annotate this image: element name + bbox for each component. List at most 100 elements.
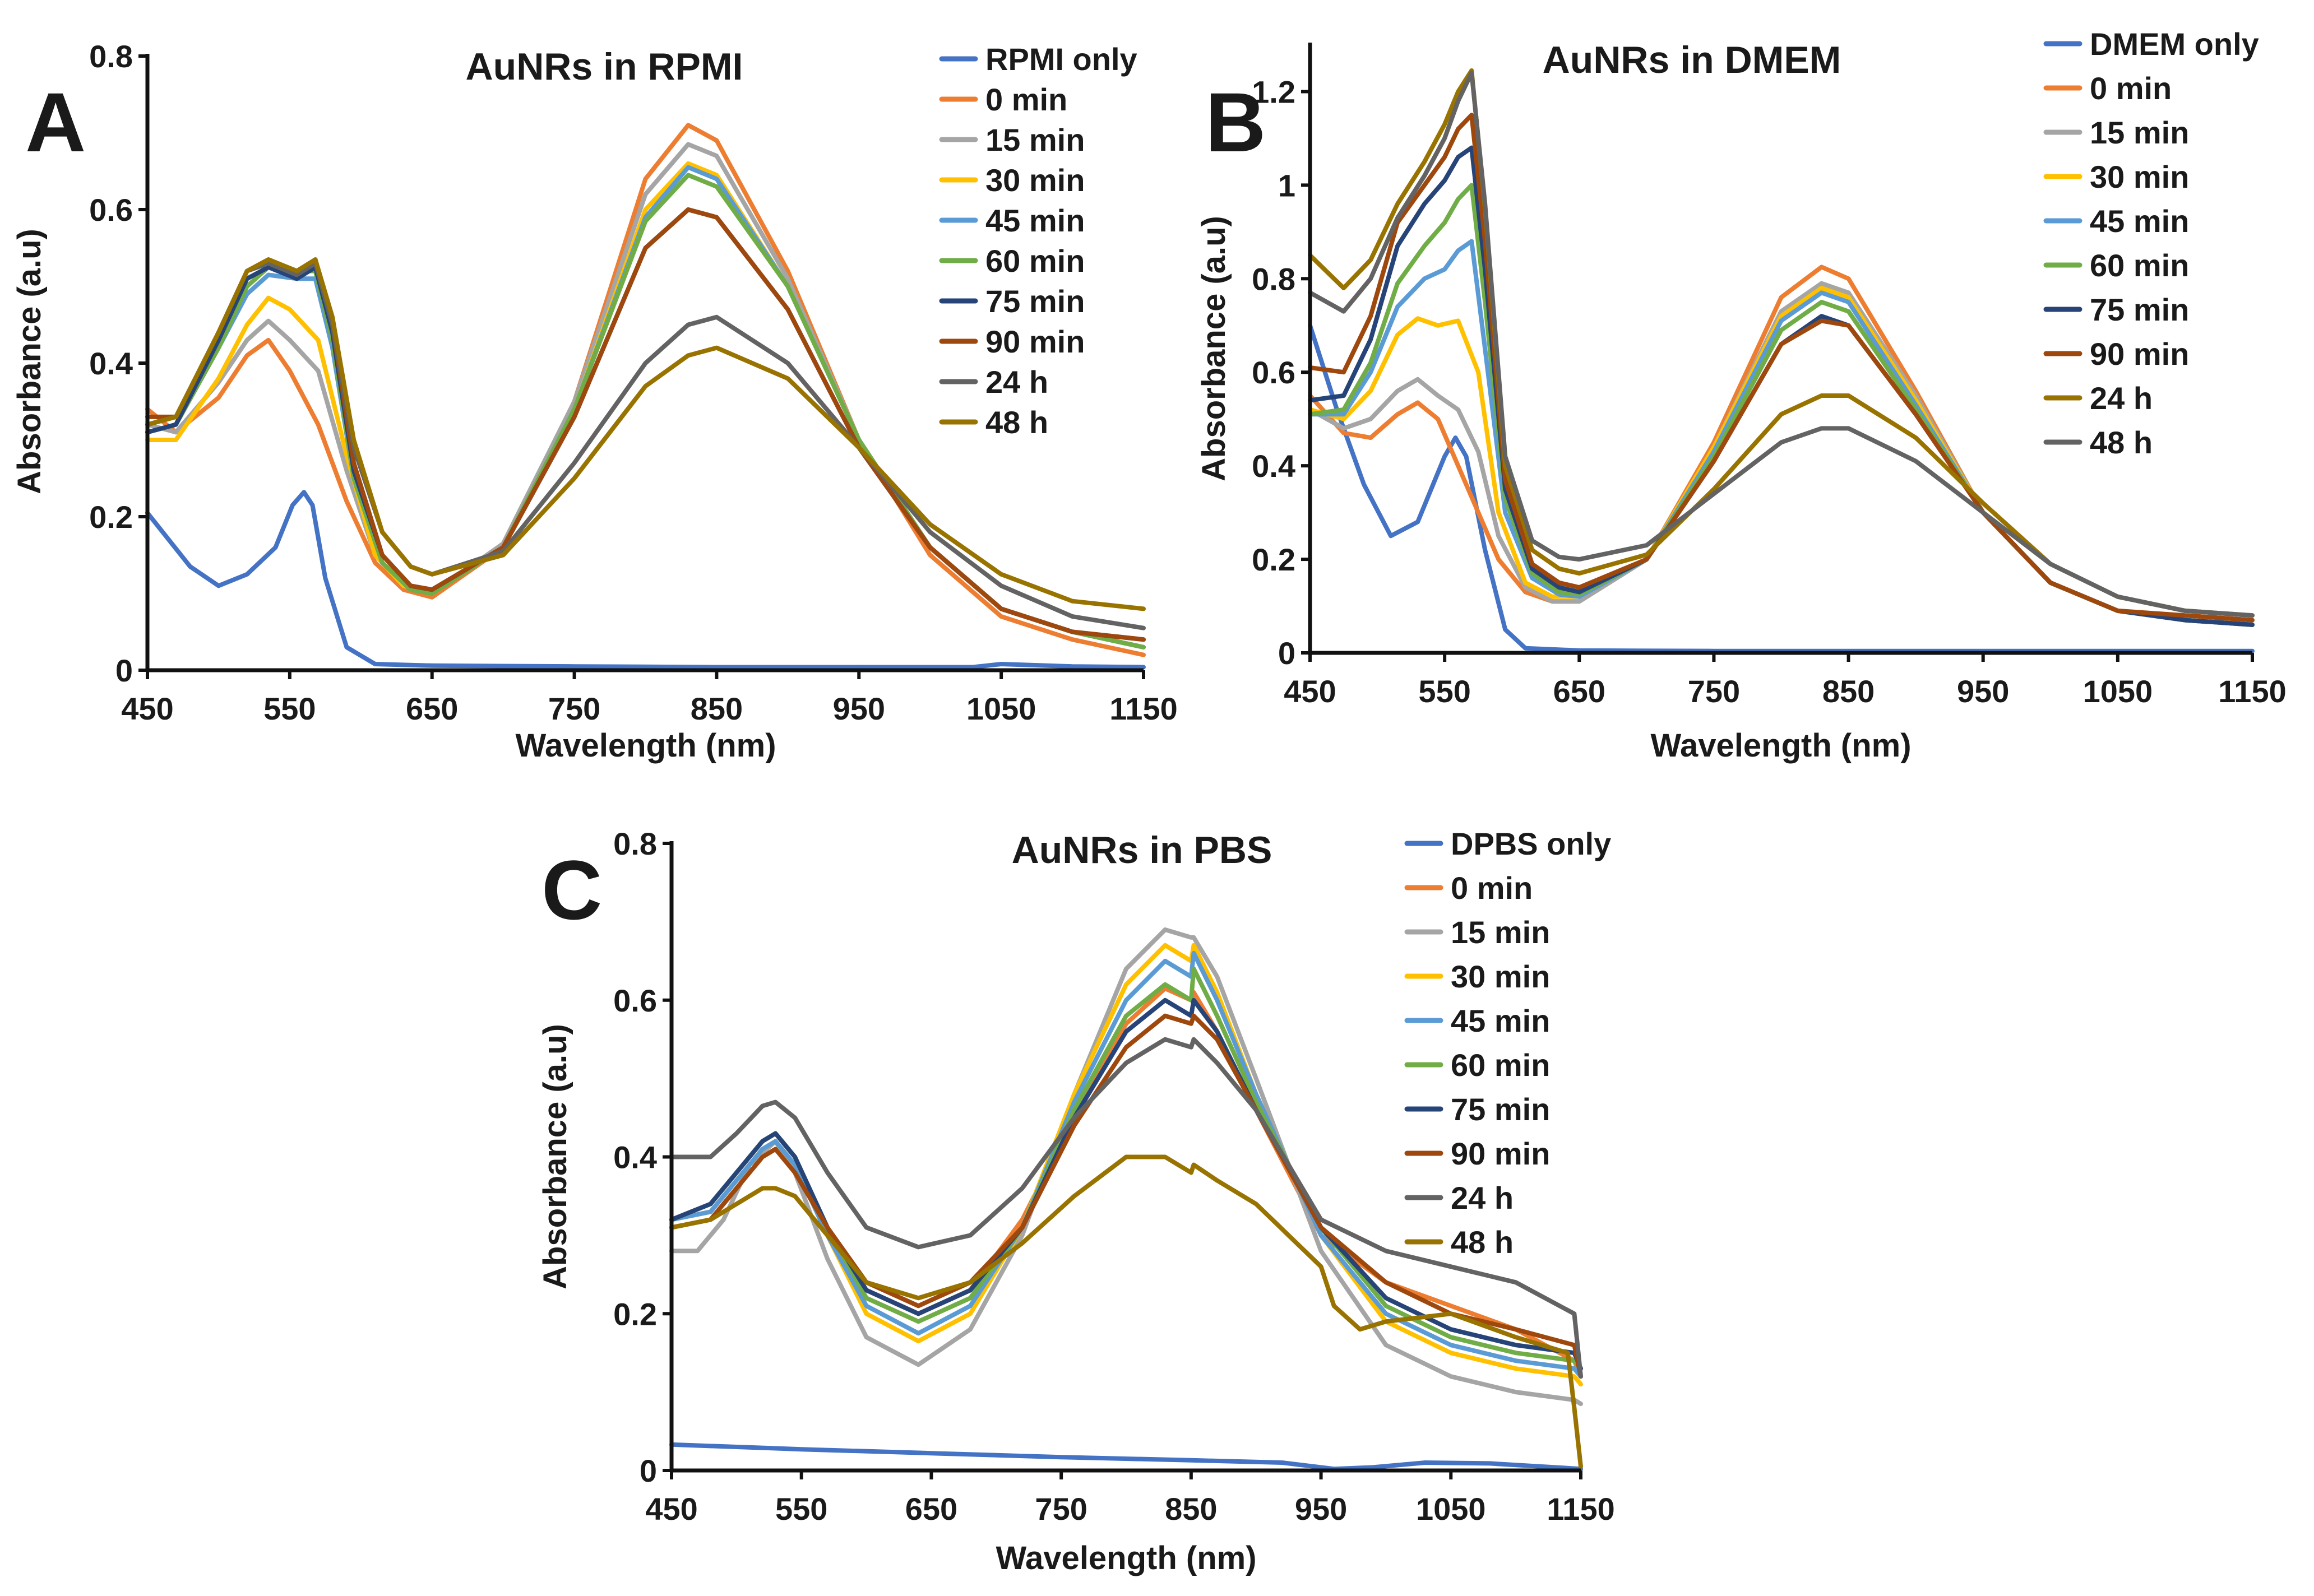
chart-pbs-series-line-8 [669, 1037, 1583, 1379]
chart-dmem-legend-label-0: DMEM only [2090, 26, 2259, 62]
chart-rpmi-legend-label-6: 75 min [985, 284, 1085, 319]
chart-dmem-y-tick-label: 1 [1278, 168, 1295, 203]
chart-dmem-x-tick-label: 1050 [2083, 674, 2153, 709]
chart-pbs: C AuNRs in PBS 0 0.2 0.4 0.6 0.8 450 550 650 750 85… [537, 826, 1615, 1576]
chart-rpmi-x-axis-label: Wavelength (nm) [515, 727, 776, 764]
chart-pbs-series-line-0 [669, 1442, 1583, 1472]
chart-rpmi-x-tick-label: 1050 [966, 691, 1036, 726]
chart-pbs-series-line-3 [669, 943, 1583, 1387]
chart-dmem-x-tick-label: 550 [1418, 674, 1470, 709]
chart-pbs-series-group [669, 927, 1583, 1472]
chart-dmem-panel-letter: B [1205, 75, 1266, 169]
chart-dmem-legend-label-9: 48 h [2090, 425, 2153, 460]
chart-dmem-series-line-9 [1308, 71, 2255, 618]
chart-dmem-x-tick-label: 1150 [2218, 674, 2287, 709]
chart-dmem-y-tick-label: 0.2 [1252, 542, 1295, 577]
chart-pbs-legend-label-2: 15 min [1451, 915, 1550, 950]
chart-pbs-series-line-9 [669, 1154, 1583, 1469]
chart-rpmi-x-tick-label: 1150 [1109, 691, 1178, 726]
chart-pbs-x-tick-label: 950 [1295, 1491, 1347, 1527]
chart-rpmi-legend-label-9: 48 h [985, 405, 1048, 440]
chart-rpmi-x-tick-label: 550 [263, 691, 316, 726]
chart-dmem-x-tick-label: 950 [1957, 674, 2009, 709]
chart-pbs-y-tick-label: 0.8 [613, 826, 657, 861]
chart-pbs-y-tick-label: 0.6 [613, 983, 657, 1018]
chart-rpmi-legend-label-8: 24 h [985, 364, 1048, 400]
chart-rpmi-x-tick-label: 450 [121, 691, 173, 726]
chart-rpmi-legend-label-3: 30 min [985, 163, 1085, 198]
chart-rpmi-legend-label-7: 90 min [985, 324, 1085, 359]
chart-dmem-y-tick-label: 0.8 [1252, 261, 1295, 296]
chart-dmem-legend-label-1: 0 min [2090, 71, 2172, 106]
chart-rpmi-y-tick-label: 0.4 [89, 346, 133, 381]
chart-rpmi-legend: RPMI only 0 min 15 min 30 min 45 min 60 min 75… [939, 41, 1137, 440]
chart-dmem-legend: DMEM only 0 min 15 min 30 min 45 min 60 min 75… [2043, 26, 2259, 460]
chart-rpmi-legend-label-1: 0 min [985, 82, 1067, 117]
chart-pbs-x-tick-label: 850 [1165, 1491, 1217, 1527]
chart-dmem-series-line-0 [1308, 323, 2255, 653]
chart-rpmi-panel-letter: A [25, 75, 86, 169]
chart-pbs-x-tick-label: 750 [1035, 1491, 1087, 1527]
chart-pbs-x-tick-label: 1150 [1547, 1491, 1615, 1527]
chart-dmem-y-tick-label: 0 [1278, 635, 1295, 671]
chart-pbs-series-line-7 [669, 1013, 1583, 1379]
chart-pbs-series-line-6 [669, 998, 1583, 1371]
chart-rpmi-title: AuNRs in RPMI [466, 45, 743, 88]
chart-pbs-legend-label-9: 48 h [1451, 1224, 1514, 1260]
chart-pbs-legend-label-0: DPBS only [1451, 826, 1611, 861]
chart-dmem-y-tick-label: 0.6 [1252, 355, 1295, 390]
chart-dmem-x-tick-label: 750 [1688, 674, 1740, 709]
chart-rpmi-x-tick-label: 650 [406, 691, 458, 726]
chart-pbs-legend-label-8: 24 h [1451, 1180, 1514, 1215]
chart-dmem-x-tick-label: 650 [1553, 674, 1605, 709]
chart-dmem-legend-label-8: 24 h [2090, 381, 2153, 416]
chart-pbs-legend-label-4: 45 min [1451, 1003, 1550, 1038]
chart-pbs-x-tick-label: 650 [905, 1491, 957, 1527]
chart-rpmi-legend-label-2: 15 min [985, 122, 1085, 157]
chart-rpmi-series-group [145, 123, 1146, 670]
chart-dmem-x-axis-label: Wavelength (nm) [1650, 727, 1911, 764]
chart-rpmi-y-tick-label: 0.2 [89, 499, 133, 535]
chart-dmem-legend-label-4: 45 min [2090, 203, 2189, 239]
chart-pbs-x-tick-label: 550 [775, 1491, 827, 1527]
chart-dmem-legend-label-3: 30 min [2090, 159, 2189, 194]
chart-rpmi-x-tick-label: 750 [548, 691, 600, 726]
chart-rpmi-x-tick-label: 850 [691, 691, 743, 726]
chart-pbs-x-tick-label: 450 [645, 1491, 697, 1527]
chart-dmem-x-tick-label: 850 [1822, 674, 1875, 709]
chart-pbs-legend-label-6: 75 min [1451, 1092, 1550, 1127]
chart-dmem-title: AuNRs in DMEM [1543, 39, 1841, 81]
chart-dmem-series-line-7 [1308, 113, 2255, 623]
chart-dmem-series-line-8 [1308, 68, 2255, 618]
chart-pbs-x-tick-label: 1050 [1416, 1491, 1486, 1527]
chart-dmem-legend-label-2: 15 min [2090, 115, 2189, 150]
chart-pbs-y-tick-label: 0.4 [613, 1140, 657, 1175]
chart-rpmi-series-line-9 [145, 257, 1146, 611]
chart-rpmi-legend-label-4: 45 min [985, 203, 1085, 238]
chart-pbs-title: AuNRs in PBS [1012, 829, 1272, 871]
chart-dmem-legend-label-7: 90 min [2090, 336, 2189, 372]
chart-pbs-legend: DPBS only 0 min 15 min 30 min 45 min 60 min 75… [1404, 826, 1611, 1260]
chart-pbs-x-axis-label: Wavelength (nm) [996, 1540, 1256, 1576]
chart-dmem-x-tick-label: 450 [1284, 674, 1336, 709]
chart-pbs-legend-label-7: 90 min [1451, 1136, 1550, 1171]
chart-rpmi-series-line-0 [145, 490, 1146, 670]
chart-dmem-legend-label-6: 75 min [2090, 292, 2189, 327]
chart-rpmi-y-tick-label: 0.6 [89, 192, 133, 228]
chart-dmem: B AuNRs in DMEM 0 0.2 0.4 0.6 0.8 1 1.2 450 550 650… [1196, 26, 2287, 764]
chart-pbs-panel-letter: C [542, 843, 602, 937]
chart-pbs-y-tick-label: 0 [640, 1453, 657, 1488]
chart-pbs-legend-label-1: 0 min [1451, 870, 1533, 906]
chart-rpmi: A AuNRs in RPMI 0 0.2 0.4 0.6 0.8 450 550 650 750 8… [11, 39, 1178, 764]
chart-dmem-y-tick-label: 1.2 [1252, 74, 1295, 109]
chart-pbs-y-tick-label: 0.2 [613, 1296, 657, 1331]
chart-dmem-y-tick-label: 0.4 [1252, 448, 1295, 484]
chart-dmem-legend-label-5: 60 min [2090, 248, 2189, 283]
chart-rpmi-x-tick-label: 950 [833, 691, 885, 726]
chart-pbs-y-axis-label: Absorbance (a.u) [537, 1024, 573, 1289]
chart-rpmi-y-axis-label: Absorbance (a.u) [11, 229, 48, 494]
chart-rpmi-legend-label-0: RPMI only [985, 41, 1137, 77]
chart-dmem-y-axis-label: Absorbance (a.u) [1196, 216, 1232, 481]
chart-rpmi-y-tick-label: 0 [115, 653, 133, 688]
